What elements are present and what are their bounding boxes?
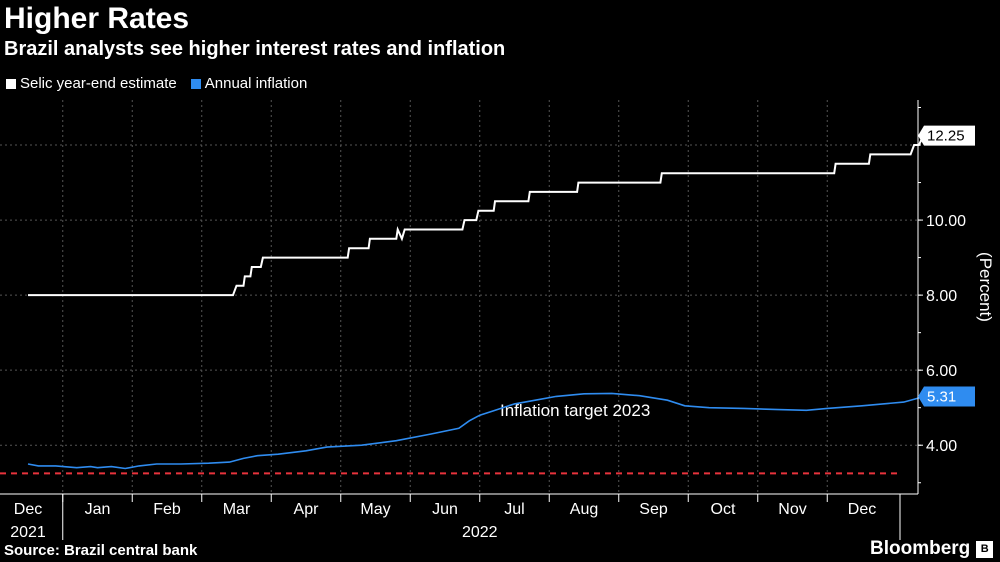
value-tags: 12.25 5.31 (918, 125, 975, 407)
x-tick-label: Dec (848, 501, 876, 518)
x-tick-label: May (360, 501, 390, 518)
legend-label-selic: Selic year-end estimate (20, 75, 177, 92)
brand-name: Bloomberg (870, 538, 971, 559)
y-tick-label: 6.00 (926, 363, 957, 380)
value-tag-background (918, 386, 975, 407)
legend-swatch-inflation (190, 78, 201, 89)
series-lines (27, 134, 925, 470)
bloomberg-logo: Bloomberg B (870, 538, 994, 560)
x-tick-label: Oct (711, 501, 736, 518)
source-note: Source: Brazil central bank (4, 542, 198, 559)
x-tick-label: Feb (153, 501, 181, 518)
series-line-inflation (27, 392, 925, 470)
y-tick-label: 8.00 (926, 288, 957, 305)
y-axis-title: (Percent) (976, 252, 995, 322)
value-tag-text: 12.25 (927, 128, 965, 145)
x-tick-label: Dec (14, 501, 42, 518)
x-tick-label: Aug (570, 501, 598, 518)
x-tick-label: Apr (294, 501, 320, 518)
x-year-label: 2022 (462, 524, 498, 541)
x-tick-label: Sep (639, 501, 668, 518)
x-tick-label: Jul (504, 501, 524, 518)
y-tick-label: 10.00 (926, 213, 966, 230)
x-tick-label: Nov (778, 501, 806, 518)
x-tick-label: Mar (223, 501, 251, 518)
y-tick-label: 4.00 (926, 438, 957, 455)
value-tag-background (918, 125, 975, 146)
chart-subtitle: Brazil analysts see higher interest rate… (4, 38, 506, 60)
last-value-tag-selic: 12.25 (918, 125, 975, 146)
legend-swatch-selic (6, 78, 16, 89)
x-year-label: 2021 (10, 524, 46, 541)
x-tick-label: Jan (85, 501, 111, 518)
series-line-selic (28, 134, 925, 297)
axes: 4.00 6.00 8.00 10.00 (Percent) Dec Jan Feb Mar Ap… (0, 100, 995, 541)
x-tick-label: Jun (432, 501, 458, 518)
reference-lines: Inflation target 2023 (0, 401, 898, 475)
legend-item-selic: Selic year-end estimate (6, 75, 177, 92)
legend-item-inflation: Annual inflation (190, 75, 308, 92)
bloomberg-terminal-icon: B (976, 540, 994, 558)
legend-label-inflation: Annual inflation (204, 75, 308, 92)
grid (0, 100, 918, 494)
reference-line-label: Inflation target 2023 (500, 401, 650, 420)
last-value-tag-inflation: 5.31 (918, 386, 975, 407)
value-tag-text: 5.31 (927, 388, 956, 405)
legend: Selic year-end estimate Annual inflation (6, 75, 307, 92)
chart-title: Higher Rates (4, 2, 190, 35)
